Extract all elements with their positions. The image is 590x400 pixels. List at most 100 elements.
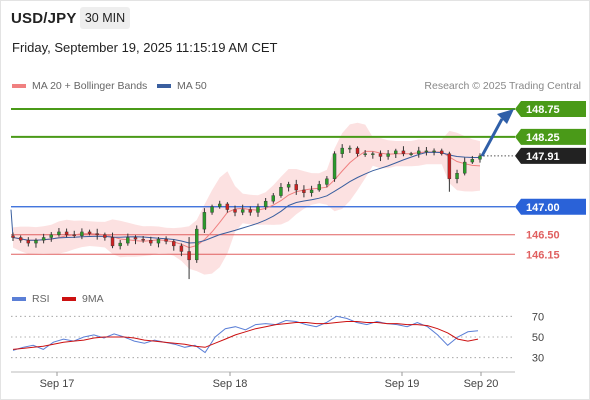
- ma50-line: [10, 151, 480, 244]
- legend-ma50-label: MA 50: [177, 80, 207, 92]
- candle: [279, 183, 283, 198]
- price-tag-148.25: 148.25: [515, 128, 586, 145]
- candle-body: [309, 189, 314, 193]
- legend-9ma: 9MA: [62, 293, 104, 305]
- price-tag-147.00: 147.00: [515, 198, 586, 215]
- candle-body: [271, 195, 275, 202]
- candle: [432, 148, 436, 156]
- candle-body: [34, 240, 38, 244]
- candle: [80, 228, 84, 240]
- legend-rsi: RSI: [12, 293, 50, 305]
- candle-body: [195, 228, 199, 261]
- candle: [141, 236, 145, 243]
- candle-body: [233, 209, 237, 213]
- legend-ma50: MA 50: [157, 80, 207, 92]
- price-tag-label: 147.00: [526, 202, 560, 214]
- date-axis: Sep 17 Sep 18 Sep 19 Sep 20: [11, 371, 515, 390]
- candle-body: [164, 238, 168, 242]
- price-tag-label: 146.15: [526, 249, 560, 261]
- candle: [332, 151, 337, 182]
- legend-ma20: MA 20 + Bollinger Bands: [12, 80, 147, 92]
- date-tick-sep-20: Sep 20: [464, 378, 499, 390]
- price-tag-label: 146.50: [526, 230, 560, 242]
- candle: [355, 146, 360, 157]
- price-tag-box: [515, 147, 586, 164]
- candle-body: [348, 147, 352, 150]
- candle-body: [294, 184, 298, 191]
- candle-body: [87, 231, 92, 234]
- ma20-swatch: [12, 84, 26, 88]
- candle-body: [225, 203, 230, 210]
- candle-body: [57, 231, 61, 235]
- candle-body: [470, 159, 475, 163]
- candles: [11, 144, 482, 280]
- price-tag-label: 148.75: [526, 104, 560, 116]
- candle-body: [302, 189, 306, 193]
- candle: [225, 202, 230, 213]
- candle: [478, 153, 482, 163]
- candle: [371, 151, 375, 159]
- candle-body: [409, 153, 413, 155]
- rsi-tick-70: 70: [532, 311, 544, 323]
- timestamp: Friday, September 19, 2025 11:15:19 AM C…: [12, 40, 278, 55]
- candle: [401, 146, 406, 157]
- candle-body: [149, 240, 153, 244]
- candle-body: [26, 240, 31, 244]
- candle: [103, 232, 107, 241]
- candle-body: [440, 150, 444, 154]
- candle: [95, 228, 99, 240]
- pair-title: USD/JPY: [11, 10, 77, 27]
- candle: [302, 185, 306, 198]
- copyright: Research © 2025 Trading Central: [424, 80, 581, 92]
- candle-body: [248, 209, 253, 213]
- candle-body: [110, 237, 115, 247]
- date-tick-sep-19: Sep 19: [385, 378, 420, 390]
- price-tag-147.91: 147.91: [515, 147, 586, 164]
- candle-body: [187, 251, 191, 261]
- candle-body: [432, 150, 436, 153]
- candle: [363, 150, 367, 157]
- candle: [263, 197, 268, 210]
- legend-rsi-label: RSI: [32, 293, 50, 305]
- candle-body: [386, 153, 390, 157]
- candle: [440, 148, 444, 156]
- candle: [18, 235, 23, 243]
- candle: [378, 150, 383, 162]
- candle: [248, 206, 253, 216]
- date-tick-sep-18: Sep 18: [213, 378, 248, 390]
- candle: [240, 204, 245, 216]
- candle-body: [72, 234, 76, 237]
- candle-body: [179, 245, 184, 252]
- candle: [447, 151, 452, 192]
- price-tag-148.75: 148.75: [515, 100, 586, 117]
- candle-body: [118, 242, 122, 247]
- candle-body: [332, 153, 337, 180]
- candle-body: [133, 237, 138, 240]
- rsi-series-9ma: [12, 321, 479, 350]
- candle-body: [11, 235, 15, 238]
- candle: [317, 180, 321, 192]
- candle: [11, 232, 15, 242]
- bollinger-band: [13, 122, 480, 275]
- candle: [256, 203, 260, 217]
- candle-body: [325, 178, 329, 185]
- candle-body: [18, 237, 23, 241]
- candle-body: [401, 150, 406, 154]
- candle-body: [126, 237, 130, 244]
- candle-body: [156, 238, 161, 244]
- candle: [110, 232, 115, 249]
- candle: [233, 205, 237, 217]
- candle: [179, 243, 184, 257]
- bollinger-bands: [13, 122, 480, 275]
- timeframe-button[interactable]: 30 MIN: [80, 7, 130, 29]
- candle: [309, 185, 314, 197]
- candle-body: [172, 241, 176, 247]
- candle: [462, 157, 467, 176]
- rsi-tick-50: 50: [532, 332, 544, 344]
- forecast-arrow: [480, 108, 514, 157]
- price-tag-146.50: 146.50: [526, 230, 560, 242]
- candle: [409, 151, 413, 156]
- candle-body: [478, 155, 482, 160]
- candle-body: [286, 184, 291, 188]
